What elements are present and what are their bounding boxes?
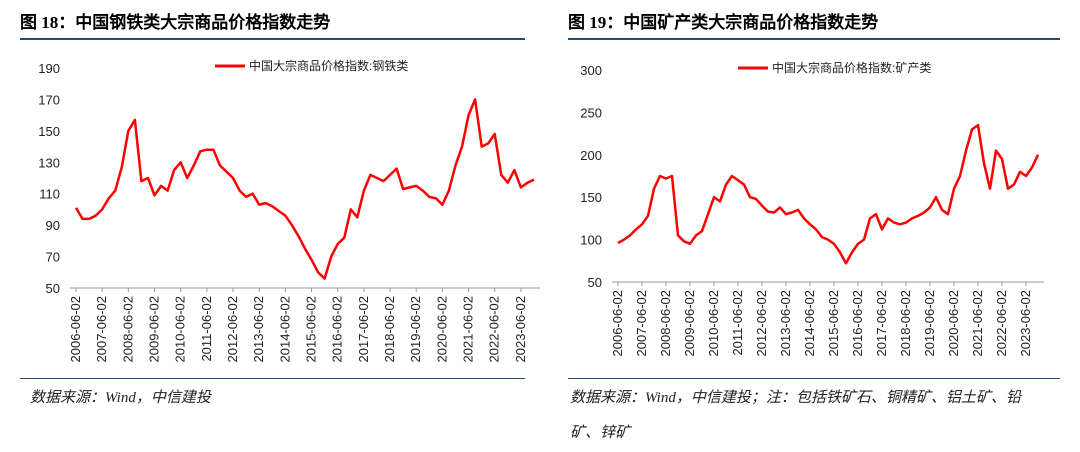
chart: 50 70 90 110 130 150 170 190 2006-06-02 2007-06-0…	[38, 58, 540, 363]
y-tick-label: 70	[46, 250, 60, 265]
x-tick-label: 2009-06-02	[682, 290, 697, 357]
x-tick-label: 2023-06-02	[1018, 290, 1033, 357]
chart: 50 100 150 200 250 300 2006-06-02 2007-06-02 200…	[580, 60, 1044, 357]
x-tick-label: 2014-06-02	[802, 290, 817, 357]
x-tick-label: 2015-06-02	[304, 296, 319, 363]
x-tick-label: 2018-06-02	[898, 290, 913, 357]
y-tick-label: 300	[580, 63, 602, 78]
x-tick-label: 2016-06-02	[850, 290, 865, 357]
source: 数据来源：Wind，中信建投	[30, 390, 211, 406]
x-tick-label: 2014-06-02	[277, 296, 292, 363]
x-tick-label: 2007-06-02	[634, 290, 649, 357]
x-tick-label: 2010-06-02	[173, 296, 188, 363]
x-tick-label: 2017-06-02	[356, 296, 371, 363]
x-tick-label: 2012-06-02	[754, 290, 769, 357]
x-tick-label: 2011-06-02	[730, 290, 745, 356]
chart-title: 图 19：中国矿产类大宗商品价格指数走势	[568, 13, 879, 32]
x-tick-label: 2012-06-02	[225, 296, 240, 363]
chart-title: 图 18：中国钢铁类大宗商品价格指数走势	[20, 13, 331, 32]
legend-label: 中国大宗商品价格指数:矿产类	[772, 60, 931, 75]
x-tick-label: 2019-06-02	[922, 290, 937, 357]
y-tick-label: 150	[580, 190, 602, 205]
series-line	[74, 98, 535, 280]
y-tick-label: 200	[580, 148, 602, 163]
legend-label: 中国大宗商品价格指数:钢铁类	[249, 58, 408, 73]
title-rule	[20, 38, 525, 40]
y-tick-label: 150	[38, 124, 60, 139]
source-rule	[568, 378, 1060, 379]
y-tick-label: 110	[39, 187, 60, 202]
x-tick-label: 2023-06-02	[513, 296, 528, 363]
source-rule	[20, 378, 525, 379]
x-tick-label: 2006-06-02	[610, 290, 625, 357]
y-tick-label: 190	[38, 61, 60, 76]
y-tick-label: 100	[580, 233, 602, 248]
x-tick-label: 2020-06-02	[946, 290, 961, 357]
x-tick-label: 2018-06-02	[382, 296, 397, 363]
y-tick-label: 50	[588, 275, 602, 290]
x-tick-label: 2009-06-02	[147, 296, 162, 363]
x-tick-label: 2010-06-02	[706, 290, 721, 357]
y-tick-label: 90	[46, 218, 60, 233]
x-tick-label: 2017-06-02	[874, 290, 889, 357]
y-tick-label: 50	[46, 281, 60, 296]
x-tick-label: 2008-06-02	[120, 296, 135, 363]
x-tick-label: 2011-06-02	[199, 296, 214, 362]
x-tick-label: 2021-06-02	[461, 296, 476, 363]
x-tick-label: 2013-06-02	[778, 290, 793, 357]
x-tick-label: 2022-06-02	[994, 290, 1009, 357]
y-tick-label: 250	[580, 105, 602, 120]
x-tick-label: 2016-06-02	[330, 296, 345, 363]
y-tick-label: 130	[38, 155, 60, 170]
x-tick-label: 2006-06-02	[68, 296, 83, 363]
x-tick-label: 2008-06-02	[658, 290, 673, 357]
x-tick-label: 2021-06-02	[970, 290, 985, 357]
series-line	[617, 123, 1040, 265]
x-tick-label: 2019-06-02	[408, 296, 423, 363]
x-tick-label: 2007-06-02	[94, 296, 109, 363]
x-tick-label: 2022-06-02	[487, 296, 502, 363]
y-tick-label: 170	[38, 92, 60, 107]
x-tick-label: 2020-06-02	[434, 296, 449, 363]
title-rule	[568, 38, 1060, 40]
x-tick-label: 2013-06-02	[251, 296, 266, 363]
x-tick-label: 2015-06-02	[826, 290, 841, 357]
source: 数据来源：Wind，中信建投；注：包括铁矿石、铜精矿、铝土矿、铅矿、锌矿	[570, 390, 1021, 441]
